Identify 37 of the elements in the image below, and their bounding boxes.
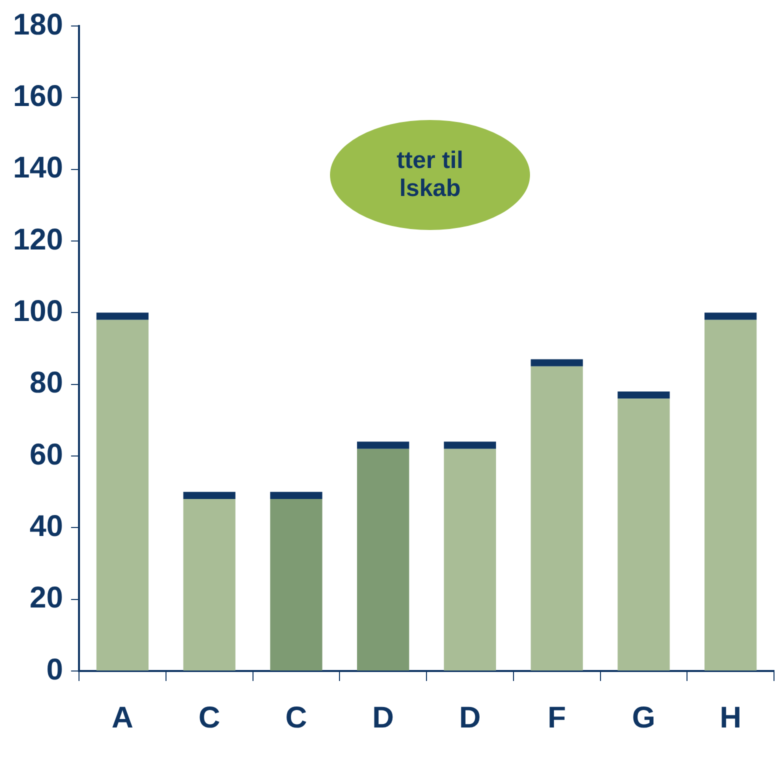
bar xyxy=(270,499,322,670)
bar xyxy=(704,320,757,670)
x-tick-label: D xyxy=(372,701,394,734)
x-tick-label: A xyxy=(112,701,134,734)
bar xyxy=(96,320,149,670)
x-tick-label: G xyxy=(632,701,656,734)
y-tick-label: 120 xyxy=(12,223,64,256)
bar xyxy=(618,392,670,399)
y-tick-label: 160 xyxy=(12,80,64,113)
bar xyxy=(357,442,410,449)
x-tick-label: C xyxy=(285,701,308,734)
annotation: tter til xyxy=(396,147,464,175)
bar xyxy=(530,366,583,670)
y-tick-label: 0 xyxy=(46,653,64,686)
bar xyxy=(183,499,236,670)
bar xyxy=(530,359,583,366)
y-tick-label: 40 xyxy=(30,510,64,543)
bar xyxy=(618,398,670,670)
bar xyxy=(444,448,496,670)
x-tick-label: F xyxy=(548,701,566,734)
ellipse-callout: tter til lskab xyxy=(330,120,530,230)
y-tick-label: 140 xyxy=(12,152,64,185)
y-tick-label: 20 xyxy=(30,582,64,615)
bar xyxy=(444,442,496,449)
y-tick-label: 80 xyxy=(30,366,64,400)
y-tick-label: 180 xyxy=(12,8,64,42)
bar xyxy=(704,312,757,320)
bar xyxy=(96,312,149,320)
bar xyxy=(357,448,410,670)
x-tick-label: D xyxy=(459,701,481,734)
annotation: lskab xyxy=(399,175,461,203)
x-tick-label: H xyxy=(720,701,742,734)
y-tick-label: 60 xyxy=(30,438,64,472)
y-tick-label: 100 xyxy=(12,294,64,328)
bar xyxy=(270,492,322,499)
x-tick-label: C xyxy=(198,701,220,734)
bar xyxy=(183,492,236,499)
